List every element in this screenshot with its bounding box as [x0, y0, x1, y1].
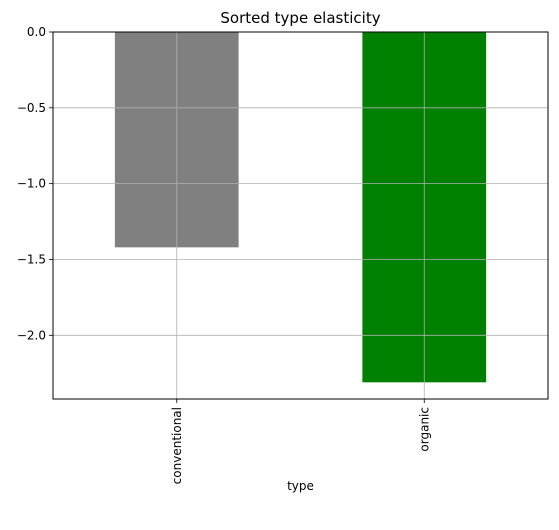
x-tick-label-organic: organic — [417, 407, 431, 452]
y-tick-label: −1.0 — [17, 177, 46, 191]
y-tick-label: 0.0 — [27, 25, 46, 39]
x-axis-label: type — [287, 479, 314, 493]
x-tick-label-conventional: conventional — [170, 407, 184, 484]
y-tick-label: −1.5 — [17, 252, 46, 266]
chart-title: Sorted type elasticity — [220, 9, 380, 27]
y-tick-label: −2.0 — [17, 328, 46, 342]
y-tick-label: −0.5 — [17, 101, 46, 115]
